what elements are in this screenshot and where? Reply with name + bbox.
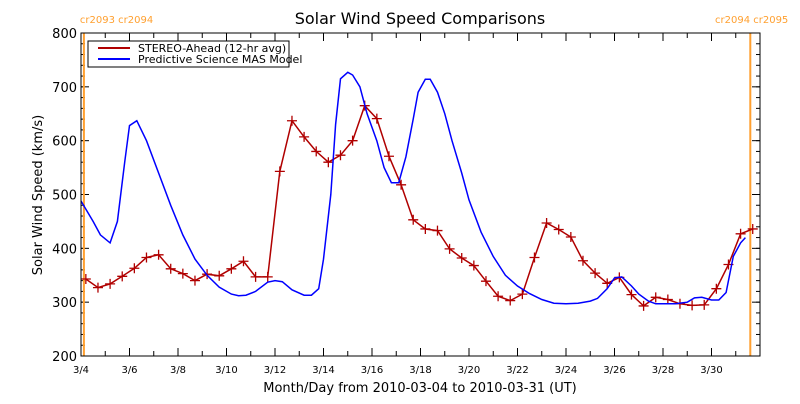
data-point-marker: [141, 252, 152, 263]
data-point-marker: [747, 223, 758, 234]
data-point-marker: [493, 291, 504, 302]
x-tick-label: 3/26: [603, 365, 625, 376]
data-point-marker: [456, 253, 467, 264]
series-line-stereo-ahead: [85, 104, 753, 307]
carrington-rotation-label: cr2093 cr2094: [80, 15, 153, 26]
y-tick-label: 300: [52, 296, 77, 311]
y-tick-label: 200: [52, 350, 77, 365]
legend: STEREO-Ahead (12-hr avg) Predictive Scie…: [87, 40, 302, 68]
x-tick-label: 3/8: [170, 365, 186, 376]
data-point-marker: [311, 146, 322, 157]
plot-frame: [80, 32, 761, 357]
data-point-marker: [699, 299, 710, 310]
data-point-marker: [468, 260, 479, 271]
data-point-marker: [517, 289, 528, 300]
x-tick-label: 3/20: [458, 365, 480, 376]
x-tick-label: 3/6: [121, 365, 137, 376]
data-point-marker: [638, 300, 649, 311]
series-line-mas-model: [80, 71, 746, 305]
data-point-marker: [214, 270, 225, 281]
legend-label-mas: Predictive Science MAS Model: [138, 53, 302, 66]
data-point-marker: [80, 274, 91, 285]
y-tick-label: 400: [52, 242, 77, 257]
y-tick-label: 700: [52, 81, 77, 96]
data-point-marker: [577, 255, 588, 266]
legend-label-stereo: STEREO-Ahead (12-hr avg): [138, 42, 286, 55]
data-point-marker: [323, 157, 334, 168]
data-point-marker: [177, 268, 188, 279]
data-point-marker: [92, 282, 103, 293]
x-tick-label: 3/30: [700, 365, 722, 376]
data-point-marker: [565, 232, 576, 243]
data-point-marker: [687, 300, 698, 311]
y-tick-label: 800: [52, 27, 77, 42]
data-point-marker: [371, 113, 382, 124]
x-tick-label: 3/16: [361, 365, 383, 376]
y-axis-label: Solar Wind Speed (km/s): [31, 115, 46, 275]
data-point-marker: [226, 263, 237, 274]
x-tick-label: 3/10: [215, 365, 237, 376]
x-tick-label: 3/24: [555, 365, 577, 376]
data-point-marker: [444, 243, 455, 254]
data-point-marker: [129, 263, 140, 274]
data-point-marker: [153, 249, 164, 260]
data-point-marker: [650, 292, 661, 303]
data-point-marker: [432, 225, 443, 236]
data-point-marker: [711, 283, 722, 294]
data-point-marker: [420, 223, 431, 234]
data-point-marker: [117, 271, 128, 282]
data-point-marker: [238, 256, 249, 267]
data-point-marker: [735, 228, 746, 239]
data-point-marker: [335, 150, 346, 161]
data-point-marker: [286, 115, 297, 126]
data-point-marker: [480, 276, 491, 287]
data-point-marker: [662, 294, 673, 305]
carrington-rotation-label: cr2094 cr2095: [715, 15, 788, 26]
data-point-marker: [105, 278, 116, 289]
x-axis-label: Month/Day from 2010-03-04 to 2010-03-31 …: [263, 381, 576, 396]
data-point-marker: [274, 166, 285, 177]
y-tick-label: 600: [52, 135, 77, 150]
data-point-marker: [541, 218, 552, 229]
x-tick-label: 3/14: [312, 365, 334, 376]
data-point-marker: [383, 151, 394, 162]
x-tick-label: 3/22: [506, 365, 528, 376]
data-point-marker: [396, 179, 407, 190]
data-point-marker: [250, 271, 261, 282]
x-tick-label: 3/28: [652, 365, 674, 376]
data-point-marker: [505, 295, 516, 306]
data-point-marker: [262, 271, 273, 282]
data-point-marker: [529, 252, 540, 263]
data-point-marker: [189, 275, 200, 286]
data-point-marker: [165, 263, 176, 274]
data-point-marker: [408, 214, 419, 225]
chart-title: Solar Wind Speed Comparisons: [295, 9, 546, 28]
data-point-marker: [299, 131, 310, 142]
x-tick-label: 3/12: [264, 365, 286, 376]
data-point-marker: [553, 224, 564, 235]
data-point-marker: [347, 135, 358, 146]
data-point-marker: [590, 268, 601, 279]
data-point-marker: [626, 289, 637, 300]
x-tick-label: 3/4: [73, 365, 89, 376]
y-tick-label: 500: [52, 189, 77, 204]
x-tick-label: 3/18: [409, 365, 431, 376]
legend-box: [87, 40, 290, 68]
